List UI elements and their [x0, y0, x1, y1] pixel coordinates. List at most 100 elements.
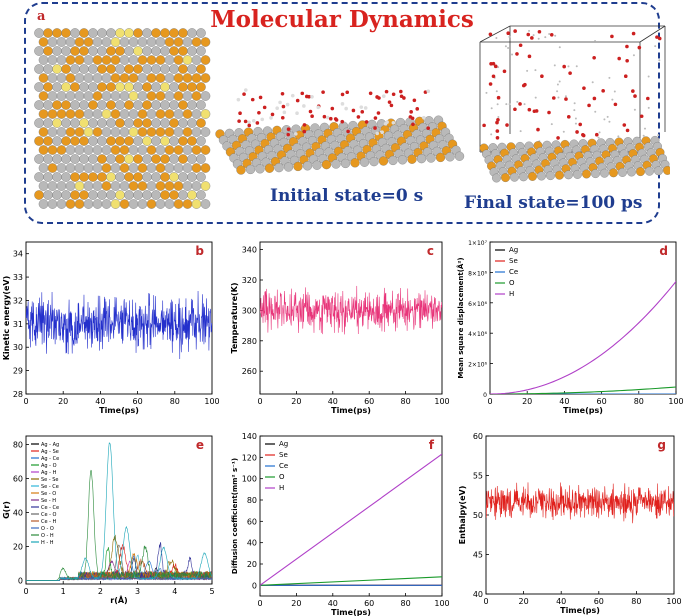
- molecule: [376, 111, 381, 115]
- molecule: [316, 105, 321, 110]
- atom: [173, 145, 184, 155]
- molecule: [611, 98, 614, 101]
- atom: [52, 118, 62, 128]
- atom: [582, 169, 591, 179]
- atom: [38, 163, 49, 173]
- atom: [101, 37, 112, 47]
- atom: [191, 37, 202, 47]
- molecule: [328, 116, 333, 121]
- atom: [160, 28, 170, 38]
- legend-entry: O: [509, 279, 515, 287]
- atom: [101, 145, 112, 155]
- atom: [83, 199, 94, 209]
- atom: [92, 163, 103, 173]
- atom: [191, 73, 202, 83]
- atom: [74, 55, 85, 65]
- plot-frame: [25, 435, 213, 585]
- atom: [359, 157, 370, 167]
- atom: [187, 172, 197, 182]
- atom: [56, 73, 67, 83]
- atom: [124, 28, 134, 38]
- molecule: [592, 55, 596, 60]
- legend-entry: Se - H: [41, 498, 56, 504]
- molecule: [495, 120, 499, 125]
- molecule: [575, 130, 579, 134]
- initial-state-caption: Initial state=0 s: [270, 186, 424, 206]
- atom: [178, 82, 188, 92]
- atom: [74, 109, 85, 119]
- molecule: [377, 96, 381, 100]
- box-edge: [639, 25, 666, 43]
- y-tick-label: 60: [247, 517, 257, 526]
- atom: [106, 64, 116, 74]
- molecule: [567, 65, 570, 68]
- chart-enthalpy: 0 20 40 60 80 1004045505560Time(ps)Enthalpy(e…: [458, 432, 682, 615]
- molecule: [302, 104, 306, 108]
- molecule: [625, 128, 630, 133]
- atom: [79, 118, 89, 128]
- molecule: [526, 32, 531, 37]
- x-tick-label: 80: [401, 599, 411, 608]
- atom: [191, 181, 202, 191]
- atom: [137, 199, 148, 209]
- atom: [119, 109, 130, 119]
- atom: [146, 181, 157, 191]
- molecule: [511, 53, 514, 56]
- atom: [106, 118, 116, 128]
- atom: [52, 46, 62, 56]
- molecule: [547, 110, 551, 115]
- atom: [133, 190, 143, 200]
- molecule: [566, 115, 571, 119]
- atom: [169, 136, 179, 146]
- legend-entry: Ag - H: [41, 470, 57, 476]
- legend-entry: Ag - Ag: [41, 442, 59, 448]
- molecule: [507, 47, 510, 50]
- atom: [151, 154, 161, 164]
- atom: [155, 127, 166, 137]
- y-tick-label: 20: [247, 560, 257, 569]
- legend-entry: Se - O: [41, 491, 56, 497]
- atom: [119, 37, 130, 47]
- atom: [115, 190, 125, 200]
- atom: [124, 136, 134, 146]
- molecule: [373, 126, 377, 130]
- atom: [56, 37, 67, 47]
- molecule: [270, 112, 275, 117]
- molecule: [532, 109, 537, 114]
- atom: [378, 156, 389, 166]
- atom: [83, 163, 94, 173]
- y-tick-label: 29: [13, 367, 23, 376]
- atom: [88, 64, 98, 74]
- molecule: [399, 94, 404, 99]
- atom: [133, 118, 143, 128]
- atom: [137, 109, 148, 119]
- atom: [83, 145, 94, 155]
- molecule: [391, 120, 396, 125]
- molecule: [325, 115, 330, 120]
- atom: [34, 154, 44, 164]
- y-tick-label: 340: [242, 246, 257, 255]
- atom: [155, 199, 166, 209]
- atom: [350, 158, 360, 168]
- molecule: [608, 76, 611, 79]
- molecule: [236, 97, 241, 102]
- atom: [110, 109, 121, 119]
- molecule: [496, 118, 500, 122]
- atom: [124, 118, 134, 128]
- atom: [151, 136, 161, 146]
- atom: [182, 145, 193, 155]
- atom: [200, 91, 211, 101]
- molecule: [643, 127, 646, 130]
- atom: [510, 172, 519, 182]
- atom: [88, 82, 98, 92]
- x-tick-label: 0: [483, 597, 488, 606]
- molecule: [601, 89, 605, 93]
- atom: [119, 91, 130, 101]
- legend-entry: Se - Ce: [41, 484, 59, 490]
- atom: [397, 155, 408, 165]
- atom: [133, 154, 143, 164]
- atom: [74, 181, 85, 191]
- atom: [137, 55, 148, 65]
- atom: [83, 37, 94, 47]
- atom: [196, 154, 206, 164]
